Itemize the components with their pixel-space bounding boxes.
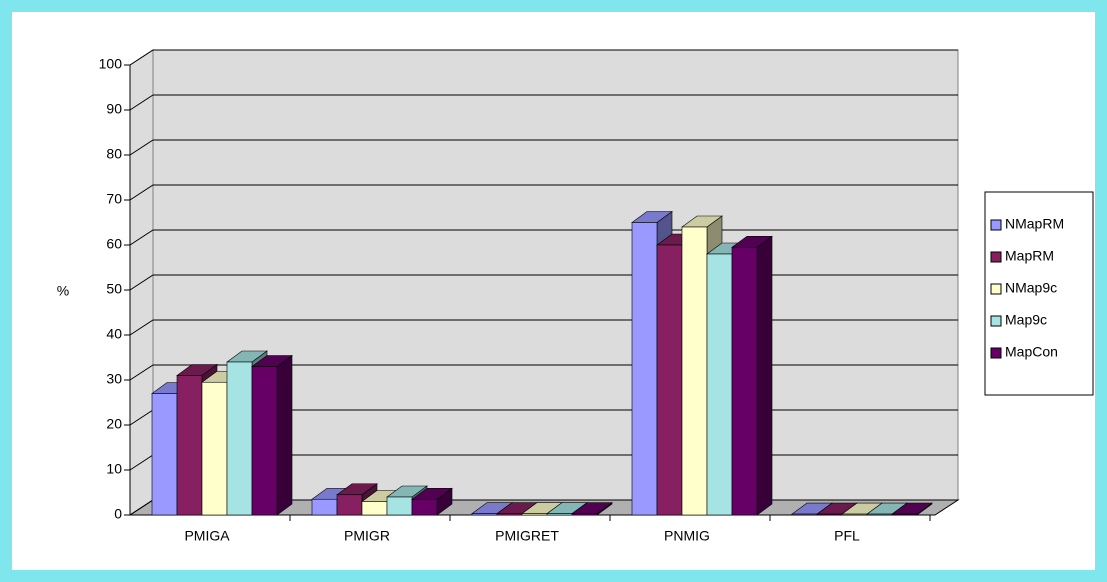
x-tick-label: PNMIG: [664, 528, 710, 544]
bar-front: [816, 513, 843, 516]
legend-label: NMapRM: [1005, 216, 1064, 232]
grid-line: [129, 49, 958, 66]
legend-swatch: [990, 283, 1002, 295]
grid-line: [129, 184, 958, 201]
bar-front: [411, 498, 438, 516]
grid-line: [129, 139, 958, 156]
x-tick-label: PMIGA: [184, 528, 230, 544]
bar-front: [571, 513, 598, 516]
bar-side: [276, 354, 293, 516]
bar-front: [631, 222, 658, 516]
bar-front: [546, 513, 573, 516]
bar-side: [756, 235, 773, 516]
y-tick-label: 60: [106, 236, 122, 252]
bar-front: [226, 361, 253, 516]
legend-label: MapRM: [1005, 248, 1054, 264]
bar-front: [681, 226, 708, 516]
bar-front: [521, 513, 548, 516]
bar-front: [251, 366, 278, 516]
x-tick-label: PMIGRET: [495, 528, 559, 544]
legend-swatch: [990, 315, 1002, 327]
bar-front: [656, 244, 683, 516]
y-axis-label: %: [57, 283, 69, 299]
legend-label: NMap9c: [1005, 280, 1057, 296]
bar-front: [496, 513, 523, 516]
bar: [411, 487, 453, 516]
legend-swatch: [990, 251, 1002, 263]
bar-front: [791, 513, 818, 516]
y-tick-label: 80: [106, 146, 122, 162]
y-tick-label: 90: [106, 101, 122, 117]
y-tick-label: 100: [99, 56, 123, 72]
bar-front: [706, 253, 733, 516]
bar-front: [311, 498, 338, 516]
bar-front: [891, 513, 918, 516]
y-tick-label: 30: [106, 371, 122, 387]
bar: [731, 235, 773, 516]
y-tick-label: 70: [106, 191, 122, 207]
bar-front: [866, 513, 893, 516]
bar-front: [176, 375, 203, 516]
bar-front: [201, 381, 228, 516]
grid-line: [129, 94, 958, 111]
bar-front: [841, 513, 868, 516]
y-tick-label: 20: [106, 416, 122, 432]
bar-front: [731, 246, 758, 516]
legend-label: MapCon: [1005, 344, 1058, 360]
bar: [251, 354, 293, 516]
bar: [891, 502, 933, 516]
bar-front: [386, 496, 413, 516]
bar-front: [151, 393, 178, 516]
y-tick-label: 40: [106, 326, 122, 342]
legend-swatch: [990, 347, 1002, 359]
bar: [571, 502, 613, 516]
legend-box: [984, 191, 1094, 396]
y-tick-label: 50: [106, 281, 122, 297]
x-tick-label: PMIGR: [344, 528, 390, 544]
x-tick-label: PFL: [834, 528, 860, 544]
legend-label: Map9c: [1005, 312, 1047, 328]
bar-front: [361, 501, 388, 516]
bar-front: [471, 513, 498, 516]
legend-swatch: [990, 219, 1002, 231]
y-tick-label: 0: [114, 506, 122, 522]
bar-front: [336, 494, 363, 516]
y-tick-label: 10: [106, 461, 122, 477]
